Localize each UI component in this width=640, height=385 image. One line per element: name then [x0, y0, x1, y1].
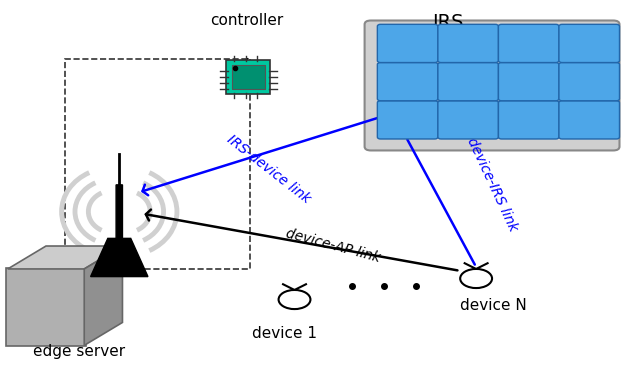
FancyBboxPatch shape: [227, 60, 270, 94]
Text: AP: AP: [101, 296, 125, 314]
Text: IRS-device link: IRS-device link: [225, 133, 314, 206]
Polygon shape: [8, 246, 122, 269]
FancyBboxPatch shape: [438, 101, 499, 139]
FancyBboxPatch shape: [559, 24, 620, 62]
FancyBboxPatch shape: [365, 20, 620, 151]
Text: controller: controller: [210, 13, 284, 28]
FancyBboxPatch shape: [6, 268, 86, 346]
Text: device 1: device 1: [252, 326, 317, 341]
FancyBboxPatch shape: [378, 62, 438, 101]
FancyBboxPatch shape: [499, 24, 559, 62]
FancyBboxPatch shape: [378, 101, 438, 139]
Text: device N: device N: [460, 298, 527, 313]
FancyBboxPatch shape: [438, 24, 499, 62]
FancyBboxPatch shape: [438, 62, 499, 101]
Polygon shape: [91, 185, 148, 276]
Circle shape: [278, 290, 310, 309]
Polygon shape: [84, 246, 122, 345]
Text: IRS: IRS: [432, 13, 463, 32]
FancyBboxPatch shape: [499, 101, 559, 139]
Circle shape: [460, 269, 492, 288]
FancyBboxPatch shape: [232, 65, 264, 89]
FancyBboxPatch shape: [499, 62, 559, 101]
Text: edge server: edge server: [33, 344, 125, 359]
Text: device-AP link: device-AP link: [284, 227, 381, 265]
Text: device-IRS link: device-IRS link: [464, 136, 520, 234]
FancyBboxPatch shape: [378, 24, 438, 62]
FancyBboxPatch shape: [559, 62, 620, 101]
FancyBboxPatch shape: [559, 101, 620, 139]
